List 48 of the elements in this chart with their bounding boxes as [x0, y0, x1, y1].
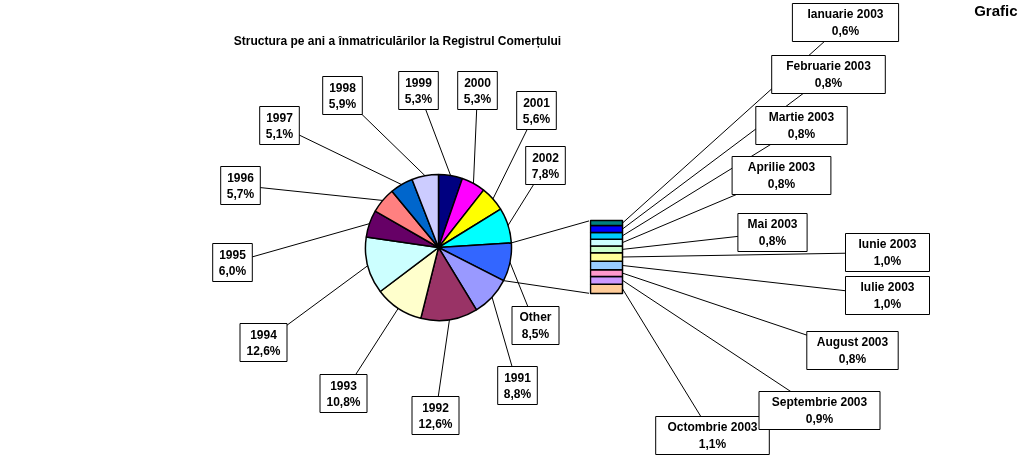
- text: Iulie 2003: [860, 280, 915, 294]
- slice-label: 1994: [250, 327, 278, 342]
- data-label: 5,3%: [463, 92, 492, 106]
- data-label: 7,8%: [531, 167, 560, 181]
- slice-label: 1992: [422, 400, 450, 415]
- slice-label: 2000: [464, 75, 492, 90]
- slice-label: 1993: [330, 378, 358, 393]
- slice-label: 1997: [266, 110, 294, 125]
- slice-label: Other: [519, 310, 552, 324]
- text: Martie 2003: [768, 110, 835, 124]
- slice-label: 1998: [329, 80, 357, 95]
- text: Grafic: [974, 2, 1018, 19]
- text: Aprilie 2003: [747, 160, 816, 174]
- data-label: 6,0%: [218, 264, 247, 278]
- slice-label: 1991: [504, 370, 532, 385]
- data-label: 0,6%: [831, 24, 860, 38]
- chart-title: Structura pe ani a înmatriculărilor la Registrul Comerțului: [233, 33, 562, 48]
- text: Mai 2003: [747, 217, 798, 231]
- data-label: 1,0%: [873, 254, 902, 268]
- data-label: 8,8%: [503, 387, 532, 401]
- data-label: 0,8%: [787, 127, 816, 141]
- data-label: 12,6%: [418, 417, 453, 431]
- data-label: 12,6%: [246, 344, 281, 358]
- text: Februarie 2003: [786, 59, 872, 73]
- data-label: 0,8%: [838, 352, 867, 366]
- data-label: 0,8%: [814, 76, 843, 90]
- text: Octombrie 2003: [667, 420, 758, 434]
- slice-label: 1995: [219, 247, 247, 262]
- text: Septembrie 2003: [771, 395, 868, 409]
- data-label: 5,7%: [226, 187, 255, 201]
- slice-label: 2001: [523, 95, 551, 110]
- data-label: 1,0%: [873, 297, 902, 311]
- data-label: 10,8%: [326, 395, 361, 409]
- data-label: 8,5%: [521, 327, 550, 341]
- text: Iunie 2003: [858, 237, 917, 251]
- data-label: 5,6%: [522, 112, 551, 126]
- data-label: 5,9%: [328, 97, 357, 111]
- data-label: 0,9%: [805, 412, 834, 426]
- data-label: 0,8%: [758, 234, 787, 248]
- data-label: 5,1%: [265, 127, 294, 141]
- data-label: 1,1%: [698, 437, 727, 451]
- text: August 2003: [816, 335, 889, 349]
- slice-label: 1999: [405, 75, 433, 90]
- data-label: 5,3%: [404, 92, 433, 106]
- text: Ianuarie 2003: [807, 7, 884, 21]
- slice-label: 2002: [532, 150, 560, 165]
- data-label: 0,8%: [767, 177, 796, 191]
- slice-label: 1996: [227, 170, 255, 185]
